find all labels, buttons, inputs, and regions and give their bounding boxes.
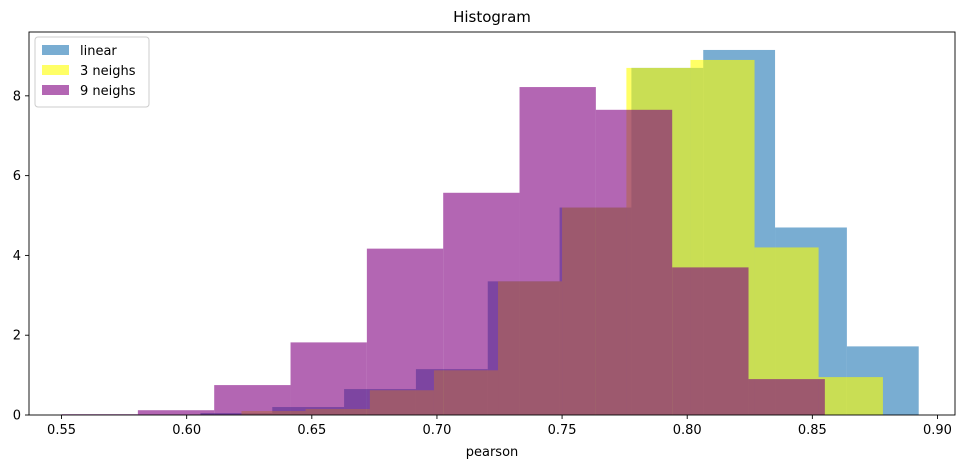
x-tick-label: 0.55	[47, 423, 76, 438]
series-9-neighs	[61, 87, 825, 416]
x-tick-label: 0.65	[297, 423, 326, 438]
y-tick-label: 0	[13, 409, 21, 424]
histogram-bar	[595, 109, 673, 415]
legend-swatch	[42, 85, 69, 95]
histogram-bar	[748, 379, 825, 415]
y-tick-label: 4	[13, 249, 21, 264]
legend: linear 3 neighs 9 neighs	[34, 36, 150, 108]
x-tick-label: 0.60	[172, 423, 201, 438]
histogram-bar	[443, 192, 520, 415]
legend-label: linear	[80, 44, 117, 59]
histogram-bar	[519, 87, 596, 416]
histogram-bar	[366, 248, 444, 415]
x-tick-label: 0.85	[798, 423, 827, 438]
chart-title: Histogram	[453, 8, 531, 26]
legend-label: 3 neighs	[80, 64, 136, 79]
x-tick-label: 0.75	[548, 423, 577, 438]
y-tick-label: 8	[13, 89, 21, 104]
x-tick-label: 0.70	[422, 423, 451, 438]
plot-frame	[28, 31, 956, 416]
histogram-bar	[818, 377, 883, 415]
bars-layer	[61, 49, 919, 416]
y-tick-label: 6	[13, 169, 21, 184]
histogram-bar	[290, 342, 367, 415]
x-tick-label: 0.90	[923, 423, 952, 438]
histogram-bar	[214, 385, 291, 415]
y-tick-label: 2	[13, 329, 21, 344]
axes-layer: 0.55 0.60 0.65 0.70 0.75 0.80 0.85 0.90 0 2 4 6 8	[13, 31, 956, 438]
histogram-bar	[137, 410, 215, 415]
legend-swatch	[42, 45, 69, 55]
x-axis-label: pearson	[466, 445, 519, 460]
x-tick-label: 0.80	[673, 423, 702, 438]
legend-swatch	[42, 65, 69, 75]
histogram-bar	[672, 267, 749, 415]
legend-label: 9 neighs	[80, 84, 136, 99]
